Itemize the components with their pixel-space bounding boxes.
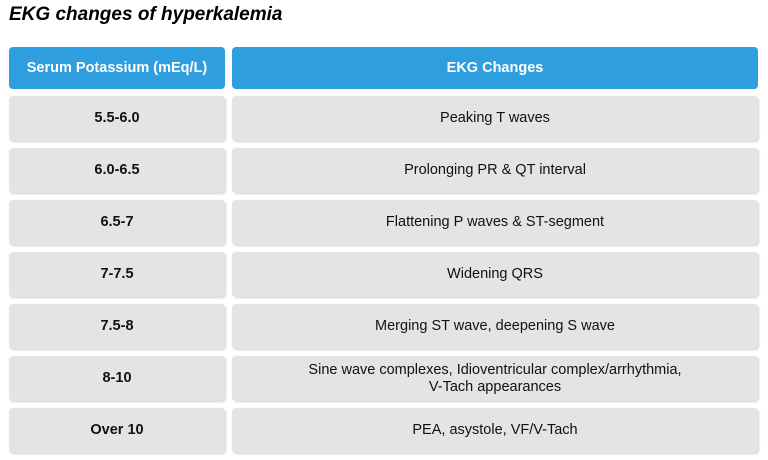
table-row: 6.0-6.5 Prolonging PR & QT interval xyxy=(9,148,758,193)
potassium-cell: Over 10 xyxy=(9,408,225,453)
table-header-row: Serum Potassium (mEq/L) EKG Changes xyxy=(9,47,758,89)
ekg-change-cell: Prolonging PR & QT interval xyxy=(232,148,758,193)
potassium-value: Over 10 xyxy=(90,422,144,438)
table-row: 5.5-6.0 Peaking T waves xyxy=(9,96,758,141)
table-row: 6.5-7 Flattening P waves & ST-segment xyxy=(9,200,758,245)
potassium-value: 7-7.5 xyxy=(100,266,134,282)
header-ekg-changes: EKG Changes xyxy=(232,47,758,89)
potassium-cell: 5.5-6.0 xyxy=(9,96,225,141)
ekg-change-cell: Flattening P waves & ST-segment xyxy=(232,200,758,245)
ekg-change-cell: Widening QRS xyxy=(232,252,758,297)
ekg-table: Serum Potassium (mEq/L) EKG Changes 5.5-… xyxy=(9,47,758,460)
table-row: Over 10 PEA, asystole, VF/V-Tach xyxy=(9,408,758,453)
header-serum-potassium: Serum Potassium (mEq/L) xyxy=(9,47,225,89)
ekg-change-text: Sine wave complexes, Idioventricular com… xyxy=(308,361,682,395)
page-title: EKG changes of hyperkalemia xyxy=(9,4,283,25)
potassium-cell: 6.5-7 xyxy=(9,200,225,245)
potassium-cell: 7.5-8 xyxy=(9,304,225,349)
table-row: 7.5-8 Merging ST wave, deepening S wave xyxy=(9,304,758,349)
potassium-value: 5.5-6.0 xyxy=(94,110,140,126)
table-row: 8-10 Sine wave complexes, Idioventricula… xyxy=(9,356,758,401)
potassium-cell: 6.0-6.5 xyxy=(9,148,225,193)
header-label: Serum Potassium (mEq/L) xyxy=(26,59,208,76)
potassium-value: 7.5-8 xyxy=(100,318,134,334)
ekg-change-cell: Sine wave complexes, Idioventricular com… xyxy=(232,356,758,401)
table-row: 7-7.5 Widening QRS xyxy=(9,252,758,297)
ekg-change-cell: Merging ST wave, deepening S wave xyxy=(232,304,758,349)
header-label: EKG Changes xyxy=(446,59,544,76)
ekg-change-cell: PEA, asystole, VF/V-Tach xyxy=(232,408,758,453)
ekg-change-text: Widening QRS xyxy=(447,266,543,282)
potassium-value: 8-10 xyxy=(102,370,132,386)
ekg-change-text: Flattening P waves & ST-segment xyxy=(385,214,605,230)
ekg-change-text: Prolonging PR & QT interval xyxy=(404,162,586,178)
potassium-value: 6.0-6.5 xyxy=(94,162,140,178)
ekg-change-text: Peaking T waves xyxy=(440,110,550,126)
potassium-cell: 8-10 xyxy=(9,356,225,401)
ekg-change-text: Merging ST wave, deepening S wave xyxy=(375,318,615,334)
ekg-change-text: PEA, asystole, VF/V-Tach xyxy=(412,422,578,438)
potassium-cell: 7-7.5 xyxy=(9,252,225,297)
ekg-change-cell: Peaking T waves xyxy=(232,96,758,141)
potassium-value: 6.5-7 xyxy=(100,214,134,230)
